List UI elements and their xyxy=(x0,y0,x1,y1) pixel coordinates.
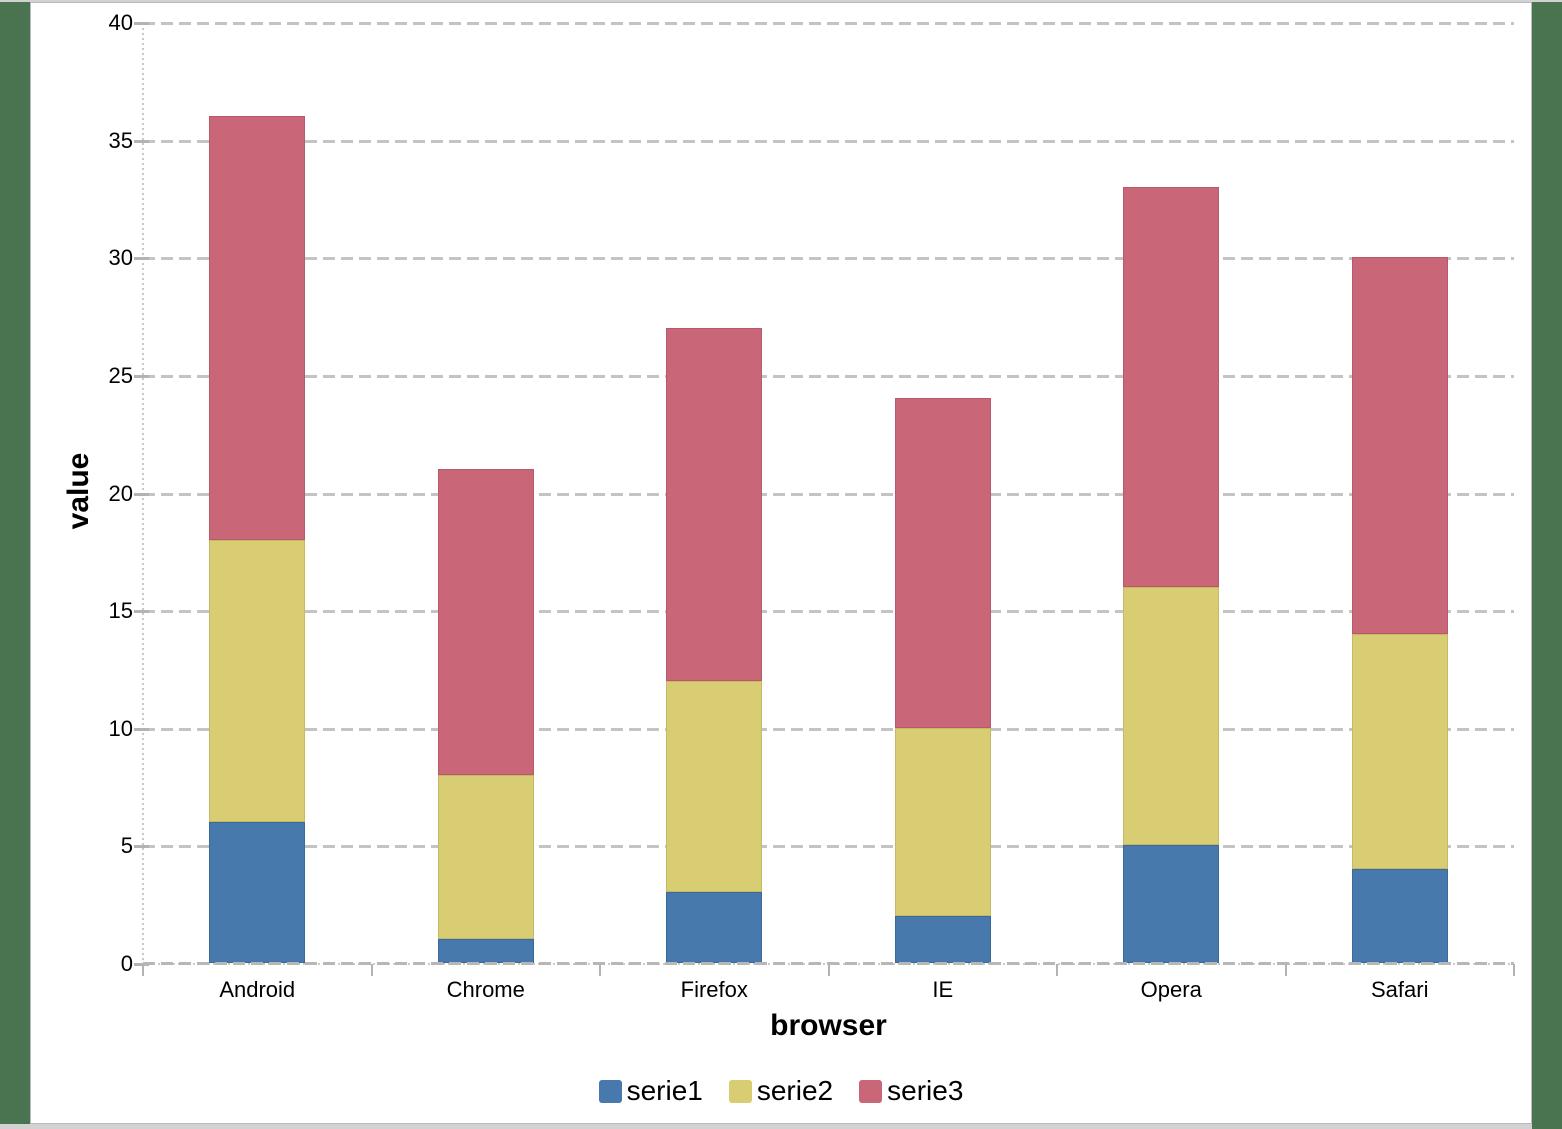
y-tick-mark xyxy=(134,963,149,966)
y-tick-mark xyxy=(134,22,149,25)
gridline-15 xyxy=(143,610,1514,614)
legend-swatch-serie3 xyxy=(859,1079,883,1103)
legend-item-serie1[interactable]: serie1 xyxy=(598,1075,703,1107)
y-tick-label: 30 xyxy=(108,245,133,271)
y-tick-label: 5 xyxy=(120,833,133,859)
x-tick-mark xyxy=(1513,964,1515,976)
gridline-20 xyxy=(143,492,1514,496)
bar-segment-serie1-opera[interactable] xyxy=(1123,845,1220,963)
legend: serie1 serie2 serie3 xyxy=(31,1075,1531,1107)
bar-safari xyxy=(1351,257,1448,963)
x-tick-mark xyxy=(370,964,373,976)
bar-segment-serie2-chrome[interactable] xyxy=(437,774,534,940)
gridline-30 xyxy=(143,257,1514,261)
gridline-25 xyxy=(143,374,1514,378)
x-tick-label-firefox: Firefox xyxy=(680,977,748,1002)
legend-swatch-serie1 xyxy=(598,1079,622,1103)
x-tick-label-safari: Safari xyxy=(1371,977,1429,1002)
y-tick-mark xyxy=(134,727,149,731)
x-tick-mark xyxy=(1284,964,1287,976)
bar-segment-serie3-android[interactable] xyxy=(209,116,306,540)
bar-segment-serie2-firefox[interactable] xyxy=(666,680,763,893)
legend-item-serie2[interactable]: serie2 xyxy=(728,1075,834,1107)
bar-segment-serie2-ie[interactable] xyxy=(894,727,991,916)
bar-segment-serie3-chrome[interactable] xyxy=(437,469,534,775)
zero-gridline xyxy=(143,962,1514,965)
bar-android xyxy=(209,116,306,963)
y-tick-mark xyxy=(134,139,149,143)
bar-segment-serie1-safari[interactable] xyxy=(1351,868,1448,963)
bar-ie xyxy=(894,398,991,963)
y-tick-mark xyxy=(134,492,149,496)
bar-opera xyxy=(1123,186,1220,963)
bar-firefox xyxy=(666,327,763,963)
y-tick-mark xyxy=(134,845,149,849)
x-tick-label-ie: IE xyxy=(932,977,954,1002)
x-tick-label-opera: Opera xyxy=(1140,977,1202,1002)
legend-label-serie3: serie3 xyxy=(887,1075,964,1106)
bar-segment-serie2-safari[interactable] xyxy=(1351,633,1448,869)
y-tick-mark xyxy=(134,610,149,614)
x-tick-mark xyxy=(599,964,601,976)
legend-label-serie1: serie1 xyxy=(626,1075,703,1106)
plot-area: browser Android Chrome Firefox IE Opera Safar… xyxy=(134,22,1515,1042)
y-tick-label: 20 xyxy=(108,480,133,506)
legend-swatch-serie2 xyxy=(728,1079,752,1103)
y-tick-label: 35 xyxy=(108,127,133,153)
legend-item-serie3[interactable]: serie3 xyxy=(859,1075,963,1107)
gridline-40 xyxy=(143,22,1514,25)
y-tick-mark xyxy=(134,374,149,378)
legend-label-serie2: serie2 xyxy=(756,1075,834,1106)
y-tick-label: 10 xyxy=(108,715,133,741)
bar-segment-serie2-opera[interactable] xyxy=(1123,586,1220,846)
bar-segment-serie3-safari[interactable] xyxy=(1351,257,1448,634)
x-tick-label-android: Android xyxy=(219,977,296,1002)
frame-top-strip xyxy=(0,0,1562,2)
bar-segment-serie1-chrome[interactable] xyxy=(437,939,534,963)
y-tick-label: 40 xyxy=(108,10,133,35)
y-tick-mark xyxy=(134,257,149,261)
gridline-35 xyxy=(143,139,1514,143)
x-tick-mark xyxy=(1056,964,1058,976)
bar-segment-serie1-firefox[interactable] xyxy=(666,892,763,963)
bar-segment-serie3-opera[interactable] xyxy=(1123,186,1220,587)
chart-panel: value 0 5 10 15 20 25 30 35 40 browser Android Ch… xyxy=(30,2,1532,1124)
bar-segment-serie2-android[interactable] xyxy=(209,539,306,822)
bar-segment-serie3-firefox[interactable] xyxy=(666,327,763,681)
gridline-5 xyxy=(143,845,1514,849)
frame-bottom-strip xyxy=(0,1124,1532,1129)
x-tick-mark xyxy=(142,964,144,976)
bar-segment-serie1-android[interactable] xyxy=(209,821,306,963)
bar-segment-serie1-ie[interactable] xyxy=(894,915,991,963)
x-tick-mark xyxy=(827,964,830,976)
bar-segment-serie3-ie[interactable] xyxy=(894,398,991,728)
y-tick-label: 0 xyxy=(120,951,133,976)
x-tick-label-chrome: Chrome xyxy=(446,977,525,1002)
x-axis-title: browser xyxy=(770,1009,887,1042)
y-tick-label: 25 xyxy=(108,362,133,388)
y-tick-label: 15 xyxy=(108,598,133,624)
bar-chrome xyxy=(437,469,534,963)
gridline-10 xyxy=(143,727,1514,731)
